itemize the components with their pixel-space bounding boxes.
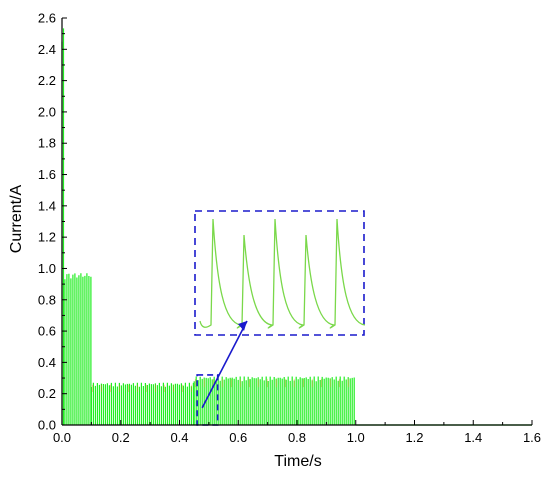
x-tick-label: 0.2	[112, 430, 130, 445]
signal-highlight-4	[194, 378, 349, 388]
y-axis-title: Current/A	[8, 184, 25, 253]
x-tick-label: 1.6	[523, 430, 541, 445]
x-tick-label: 1.0	[347, 430, 365, 445]
inset-signal-line	[199, 218, 366, 329]
y-tick-label: 1.8	[38, 136, 56, 151]
x-tick-label: 0.8	[288, 430, 306, 445]
y-tick-label: 0.6	[38, 324, 56, 339]
y-tick-label: 1.2	[38, 230, 56, 245]
signal-segment-3	[90, 382, 194, 425]
x-tick-label: 0.4	[170, 430, 188, 445]
y-tick-label: 1.4	[38, 198, 56, 213]
signal-segment-4	[193, 376, 355, 425]
y-tick-label: 0.2	[38, 386, 56, 401]
y-tick-label: 2.4	[38, 42, 56, 57]
y-tick-label: 0.8	[38, 292, 56, 307]
y-tick-label: 2.0	[38, 104, 56, 119]
y-tick-label: 1.0	[38, 261, 56, 276]
y-tick-label: 0.0	[38, 418, 56, 433]
signal-highlight-3	[92, 384, 192, 392]
axes-layer: 0.0 0.2 0.4 0.6 0.8 1.0 1.2 1.4 1.6 0.0 0.2 0.4 0.6 0…	[38, 11, 541, 446]
y-tick-label: 2.2	[38, 73, 56, 88]
signal-segment-2	[64, 273, 92, 425]
x-tick-label: 0.0	[53, 430, 71, 445]
x-tick-label: 1.4	[464, 430, 482, 445]
x-axis-title: Time/s	[274, 453, 321, 470]
zoom-arrowhead	[238, 321, 247, 331]
x-tick-label: 1.2	[405, 430, 423, 445]
x-tick-label: 0.6	[229, 430, 247, 445]
zoom-arrow-line	[201, 320, 248, 409]
plot-layer	[61, 28, 532, 426]
y-tick-label: 2.6	[38, 11, 56, 26]
y-tick-label: 0.4	[38, 355, 56, 370]
y-tick-label: 1.6	[38, 167, 56, 182]
